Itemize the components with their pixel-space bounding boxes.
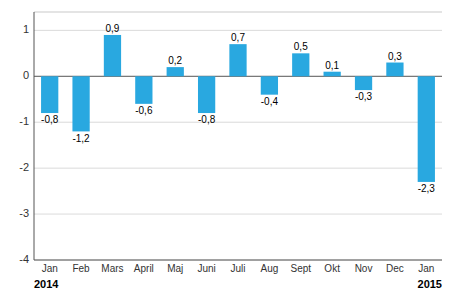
data-label: -0,3 [355,91,373,102]
x-tick-label: Feb [72,263,90,274]
bar [386,63,403,77]
y-tick-label: 1 [23,23,29,35]
grid-line [34,214,442,215]
x-tick-label: Dec [386,263,404,274]
chart-svg: -4 -3 -2 -1 0 1 -0,8 -1,2 0,9 -0,6 0,2 -0,8 0,7 -0,4 0… [0,0,454,302]
grid-line [34,260,442,261]
data-label: 0,1 [325,60,339,71]
data-label: -1,2 [72,133,90,144]
bar [198,76,215,113]
grid-line [34,30,442,31]
y-tick-label: -3 [19,207,29,219]
y-tick-label: -2 [19,161,29,173]
data-labels: -0,8 -1,2 0,9 -0,6 0,2 -0,8 0,7 -0,4 0,5 0,1 -0,3 0… [41,23,435,194]
grid-line [34,122,442,123]
x-tick-label: Juli [230,263,245,274]
top-frame [34,12,442,13]
x-axis: Jan Feb Mars April Maj Juni Juli Aug Sept Okt Nov D… [42,263,435,274]
bar [167,67,184,76]
bar [135,76,152,104]
bar [229,44,246,76]
bar [261,76,278,94]
y-tick-label: -4 [19,253,29,265]
x-tick-label: Okt [324,263,340,274]
year-label: 2014 [34,278,59,290]
annotations: 2014 2015 [34,278,442,290]
bar [355,76,372,90]
bar [104,35,121,76]
x-tick-label: April [134,263,154,274]
x-tick-label: Nov [355,263,373,274]
y-axis: -4 -3 -2 -1 0 1 [19,23,29,265]
y-tick-label: -1 [19,115,29,127]
x-tick-label: Mars [101,263,123,274]
bar [72,76,89,131]
data-label: 0,5 [294,41,308,52]
data-label: 0,2 [168,55,182,66]
x-tick-label: Jan [418,263,434,274]
grid [34,30,442,260]
grid-line [34,168,442,169]
y-axis-line [34,12,35,260]
bars [41,35,435,182]
x-tick-label: Jan [42,263,58,274]
y-tick-label: 0 [23,69,29,81]
bar [41,76,58,113]
data-label: -0,8 [41,114,59,125]
x-tick-label: Juni [197,263,215,274]
x-tick-label: Sept [290,263,311,274]
x-tick-label: Maj [167,263,183,274]
data-label: -2,3 [418,183,436,194]
bar [324,72,341,77]
data-label: 0,7 [231,32,245,43]
data-label: -0,4 [261,96,279,107]
x-axis-line [34,260,442,261]
data-label: -0,8 [198,114,216,125]
bar [292,53,309,76]
data-label: 0,9 [106,23,120,34]
chart-container: -4 -3 -2 -1 0 1 -0,8 -1,2 0,9 -0,6 0,2 -0,8 0,7 -0,4 0… [0,0,454,302]
data-label: 0,3 [388,51,402,62]
year-label: 2015 [418,278,442,290]
bar [418,76,435,182]
data-label: -0,6 [135,105,153,116]
x-tick-label: Aug [260,263,278,274]
